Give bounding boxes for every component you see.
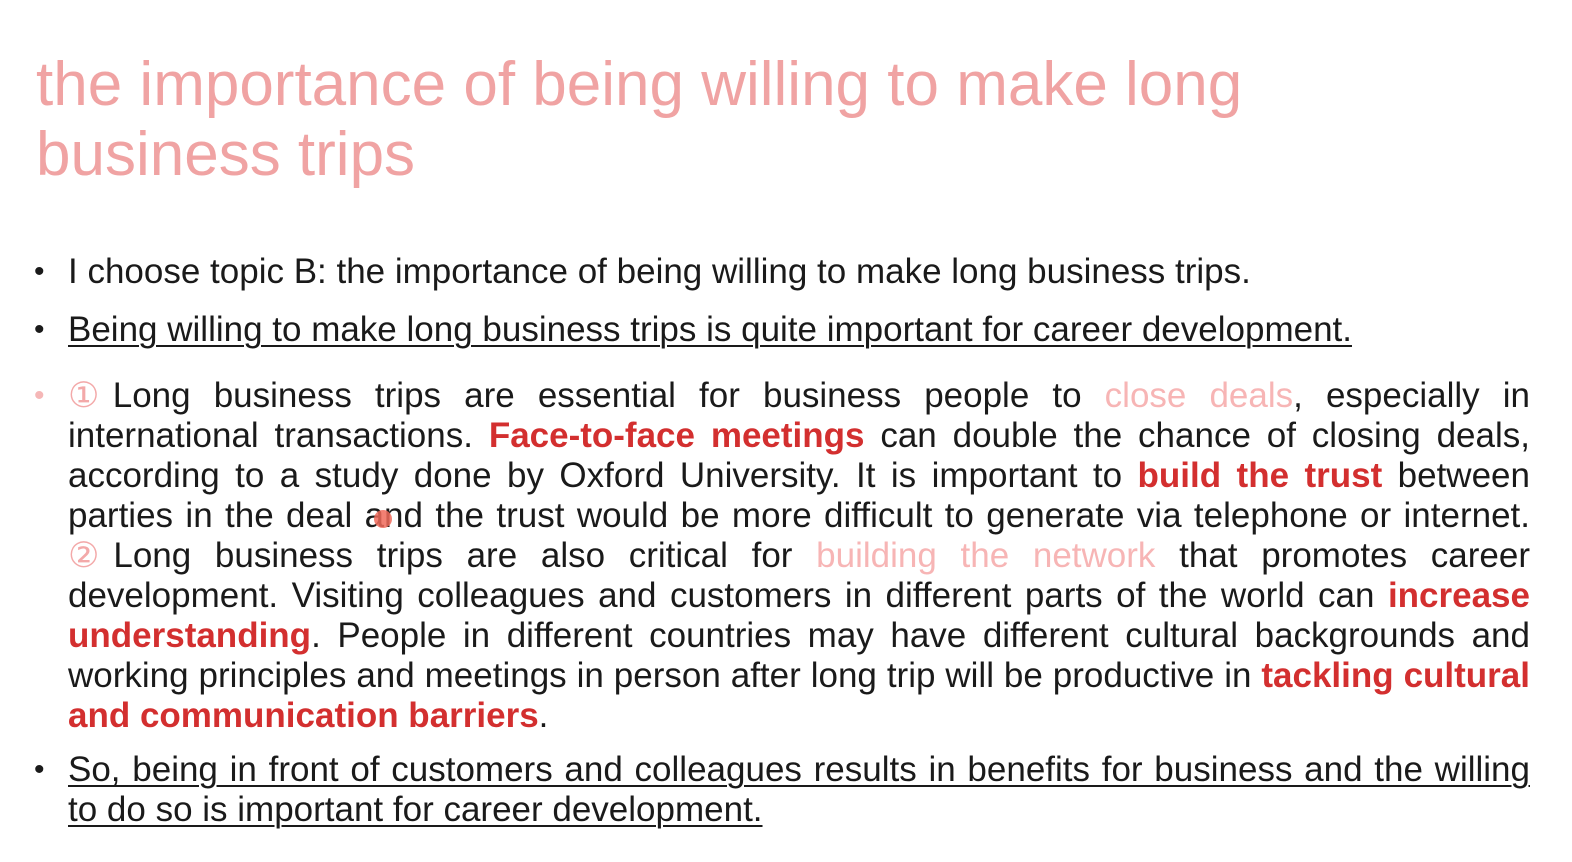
highlight-tackling-barriers: tackling cultural and communication barr…: [68, 656, 1530, 735]
bullet-thesis: • Being willing to make long business tr…: [30, 310, 1530, 350]
highlight-build-trust: build the trust: [1137, 456, 1383, 495]
circled-number-2: ②: [68, 536, 114, 575]
body-text: Long business trips are essential for bu…: [112, 376, 1105, 415]
body-text: , especially in international transactio…: [68, 376, 1530, 455]
bullet-text: So, being in front of customers and coll…: [68, 750, 1530, 829]
body-text: between parties in the deal and the trus…: [68, 456, 1530, 535]
body-text: can double the chance of closing deals, …: [68, 416, 1530, 495]
bullet-text: Being willing to make long business trip…: [68, 310, 1352, 349]
bullet-list: • I choose topic B: the importance of be…: [30, 252, 1530, 830]
highlight-close-deals: close deals: [1104, 376, 1294, 415]
bullet-conclusion: • So, being in front of customers and co…: [30, 750, 1530, 830]
body-text: .: [538, 696, 549, 735]
bullet-dot-icon: •: [34, 255, 45, 288]
bullet-dot-icon: •: [34, 379, 45, 412]
highlight-face-to-face: Face-to-face meetings: [488, 416, 865, 455]
highlight-building-network: building the network: [816, 536, 1156, 575]
circled-number-1: ①: [68, 376, 113, 415]
highlight-increase-understanding: increase understanding: [68, 576, 1530, 655]
bullet-dot-icon: •: [34, 753, 45, 786]
bullet-text: I choose topic B: the importance of bein…: [68, 252, 1251, 291]
slide-title: the importance of being willing to make …: [36, 49, 1243, 189]
bullet-body-paragraph: • ①Long business trips are essential for…: [30, 376, 1530, 736]
laser-pointer-icon: [374, 510, 392, 528]
bullet-topic-choice: • I choose topic B: the importance of be…: [30, 252, 1530, 292]
body-text: . People in different countries may have…: [68, 616, 1530, 695]
bullet-dot-icon: •: [34, 313, 45, 346]
body-text: Long business trips are also critical fo…: [113, 536, 817, 575]
body-text: that promotes career development. Visiti…: [68, 536, 1531, 615]
